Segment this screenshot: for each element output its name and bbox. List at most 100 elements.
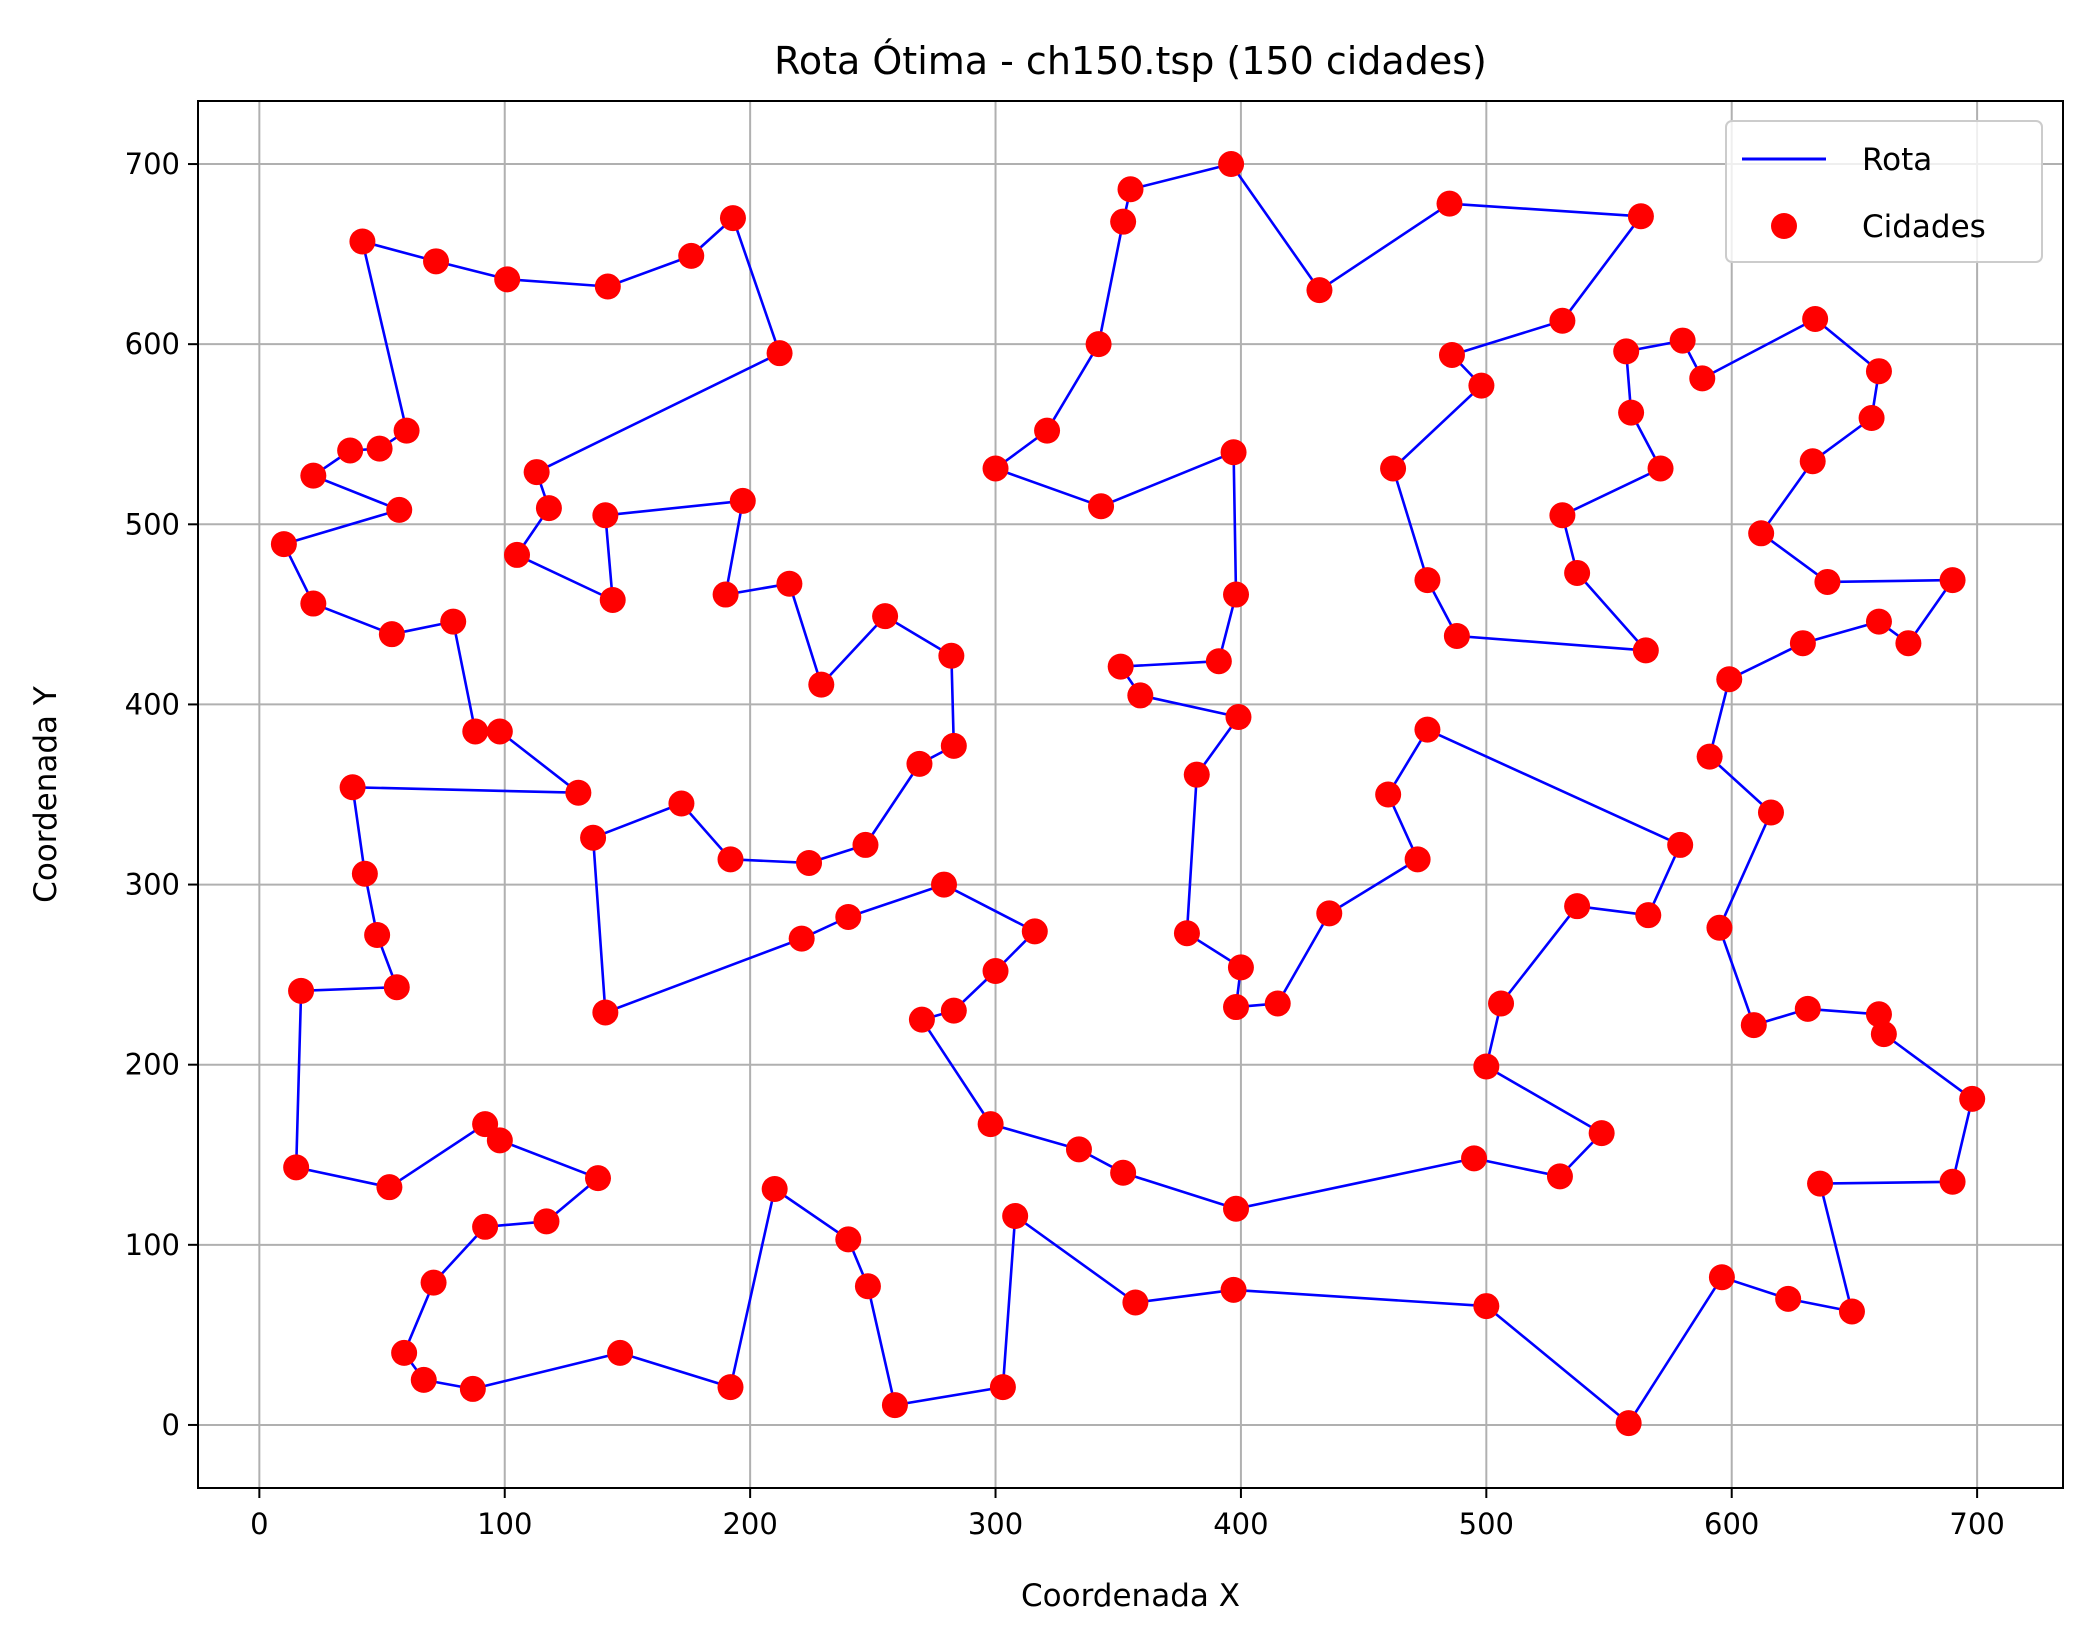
city-point — [1627, 203, 1654, 230]
city-point — [1549, 502, 1576, 529]
city-point — [881, 1392, 908, 1419]
city-point — [1127, 682, 1154, 709]
city-point — [1635, 902, 1662, 929]
city-point — [776, 570, 803, 597]
city-point — [1117, 176, 1144, 203]
city-point — [1122, 1289, 1149, 1316]
grid — [198, 101, 2063, 1488]
city-point — [1696, 743, 1723, 770]
y-tick-label: 100 — [125, 1228, 180, 1262]
city-point — [1205, 648, 1232, 675]
cities-layer — [270, 151, 1986, 1437]
city-point — [607, 1339, 634, 1366]
city-point — [761, 1175, 788, 1202]
city-point — [982, 958, 1009, 985]
city-point — [523, 459, 550, 486]
y-tick-label: 600 — [125, 327, 180, 361]
city-point — [1939, 1168, 1966, 1195]
city-point — [462, 718, 489, 745]
city-point — [337, 437, 364, 464]
y-axis-label: Coordenada Y — [28, 686, 64, 903]
city-point — [391, 1339, 418, 1366]
city-point — [1223, 994, 1250, 1021]
city-point — [1939, 567, 1966, 594]
city-point — [940, 997, 967, 1024]
city-point — [872, 603, 899, 630]
city-point — [766, 340, 793, 367]
city-point — [931, 871, 957, 898]
city-point — [584, 1165, 611, 1192]
city-point — [1802, 305, 1829, 332]
city-point — [1436, 190, 1463, 217]
plot-frame — [197, 100, 2064, 1489]
city-point — [592, 502, 619, 529]
city-point — [1220, 1276, 1247, 1303]
city-point — [270, 531, 297, 558]
city-point — [592, 999, 619, 1026]
x-tick-label: 0 — [250, 1507, 268, 1541]
city-point — [1865, 608, 1892, 635]
city-point — [1473, 1053, 1500, 1080]
city-point — [580, 824, 607, 851]
city-point — [472, 1111, 499, 1138]
city-point — [1895, 630, 1922, 657]
city-point — [283, 1154, 310, 1181]
city-point — [1468, 372, 1495, 399]
city-point — [1615, 1410, 1642, 1437]
legend-cities-swatch — [1771, 213, 1797, 239]
city-point — [472, 1213, 499, 1240]
city-point — [1814, 568, 1841, 595]
city-point — [1110, 1159, 1137, 1186]
city-point — [1789, 630, 1816, 657]
city-point — [459, 1375, 486, 1402]
city-point — [1708, 1264, 1735, 1291]
city-point — [1227, 954, 1254, 981]
city-point — [1799, 448, 1826, 475]
city-point — [393, 417, 420, 444]
city-point — [1218, 151, 1245, 178]
city-point — [1564, 893, 1591, 920]
city-point — [854, 1273, 881, 1300]
city-point — [796, 849, 823, 876]
city-point — [1173, 920, 1200, 947]
city-point — [940, 732, 967, 759]
city-point — [410, 1366, 437, 1393]
city-point — [1667, 831, 1694, 858]
city-point — [440, 608, 467, 635]
city-point — [1404, 846, 1431, 873]
city-point — [1316, 900, 1343, 927]
city-point — [1748, 520, 1775, 547]
axis-ticks: 0 100 200 300 400 500 600 700 0 100 200 300 400 500 60… — [125, 147, 2005, 1541]
city-point — [717, 1374, 744, 1401]
x-tick-label: 500 — [1459, 1507, 1514, 1541]
city-point — [1223, 581, 1250, 608]
city-point — [1375, 781, 1402, 808]
city-point — [1865, 358, 1892, 385]
city-point — [533, 1208, 560, 1235]
city-point — [1461, 1145, 1488, 1172]
x-tick-label: 400 — [1213, 1507, 1268, 1541]
city-point — [729, 487, 756, 514]
city-point — [1794, 995, 1821, 1022]
city-point — [1613, 338, 1640, 365]
city-point — [1858, 405, 1885, 432]
city-point — [1225, 704, 1252, 731]
y-tick-label: 300 — [125, 868, 180, 902]
city-point — [1757, 799, 1784, 826]
x-tick-label: 200 — [722, 1507, 777, 1541]
city-point — [1632, 637, 1659, 664]
city-point — [364, 922, 391, 949]
city-point — [977, 1111, 1004, 1138]
city-point — [1183, 761, 1210, 788]
city-point — [1775, 1285, 1802, 1312]
city-point — [1110, 208, 1137, 235]
city-point — [1414, 567, 1441, 594]
legend-box — [1725, 120, 2043, 263]
city-point — [1473, 1293, 1500, 1320]
city-point — [906, 750, 933, 777]
city-point — [300, 590, 327, 617]
city-point — [835, 1226, 862, 1253]
city-point — [594, 273, 621, 300]
city-point — [1107, 653, 1134, 680]
